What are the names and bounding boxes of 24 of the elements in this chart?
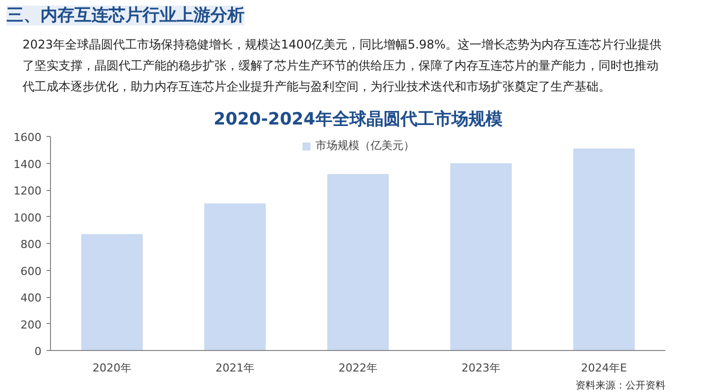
bar — [204, 203, 266, 350]
text: 资料来源：公开资料 — [576, 380, 666, 392]
x-tick-label: 2022年 — [338, 362, 378, 374]
x-tick-label: 2020年 — [92, 362, 132, 374]
bar — [450, 163, 512, 350]
text: 三、内存互连芯片行业上游分析 — [6, 6, 244, 26]
y-tick-label: 200 — [20, 318, 42, 332]
y-tick-label: 400 — [20, 292, 42, 304]
legend-label: 市场规模（亿美元） — [316, 138, 414, 153]
y-tick-label: 1000 — [14, 211, 42, 224]
y-tick-label: 600 — [20, 264, 42, 278]
text: 2023年全球晶圆代工市场保持稳健增长，规模达1400亿美元，同比增幅5.98%。这一增长态势为内存互连芯片行业提供了坚实支撑，晶圆代工产能的稳步扩张，缓解了芯片生产环节的供给压力，保障了内存互连芯片的量产能力，同时也推动代工成本逐步优化，助力内存互连芯片企业提升产能与盈利空间，为行业技术迭代和市场扩张奠定了生产基础。 — [22, 38, 662, 94]
x-tick-label: 2024年E — [581, 362, 628, 374]
bar — [573, 148, 635, 350]
y-tick-label: 0 — [34, 345, 42, 358]
y-tick-label: 1400 — [14, 158, 42, 171]
y-tick-label: 1600 — [14, 131, 42, 144]
y-tick-label: 1200 — [14, 184, 42, 198]
x-tick-label: 2023年 — [462, 362, 501, 374]
bar — [81, 234, 143, 350]
x-tick-label: 2021年 — [216, 362, 255, 374]
chart-title: 2020-2024年全球晶圆代工市场规模 — [214, 110, 502, 130]
bar — [327, 174, 389, 350]
y-tick-label: 800 — [20, 238, 42, 251]
